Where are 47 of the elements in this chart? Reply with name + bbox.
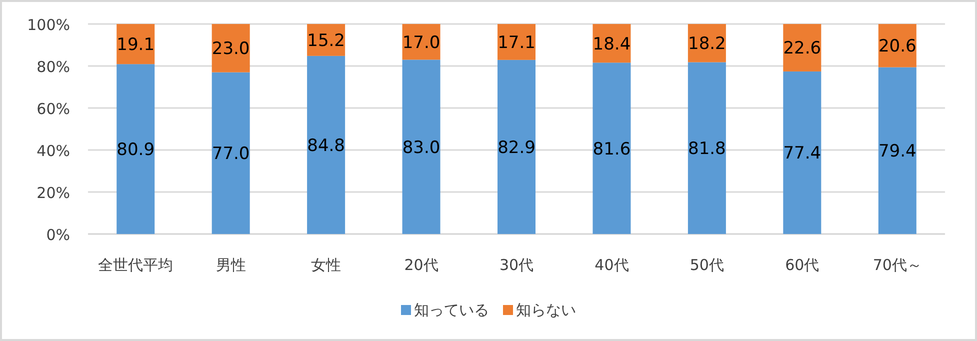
- data-label: 20.6: [878, 36, 916, 57]
- x-tick-label: 女性: [311, 256, 342, 274]
- data-label: 81.8: [688, 139, 726, 160]
- data-label: 15.2: [307, 30, 345, 51]
- x-tick-label: 男性: [216, 256, 246, 274]
- data-label: 19.1: [116, 35, 155, 56]
- bar: [402, 60, 440, 234]
- data-label: 77.0: [212, 144, 250, 164]
- y-tick-label: 0%: [46, 226, 70, 244]
- bar: [878, 67, 916, 234]
- x-tick-label: 60代: [785, 256, 820, 274]
- data-label: 80.9: [116, 140, 155, 160]
- x-tick-label: 70代～: [872, 256, 922, 274]
- bar: [116, 64, 155, 234]
- x-tick-label: 30代: [499, 256, 534, 274]
- bar: [212, 24, 250, 72]
- legend-label: 知っている: [414, 301, 489, 319]
- data-label: 84.8: [307, 136, 345, 156]
- data-label: 82.9: [498, 138, 536, 158]
- data-label: 23.0: [212, 39, 250, 60]
- bar: [498, 24, 536, 60]
- data-label: 18.2: [688, 34, 726, 54]
- x-tick-label: 20代: [404, 256, 438, 274]
- bar: [783, 71, 822, 234]
- bar: [498, 60, 536, 234]
- y-tick-label: 80%: [36, 58, 70, 76]
- x-tick-label: 全世代平均: [98, 256, 174, 274]
- y-tick-label: 40%: [36, 142, 70, 160]
- data-label: 81.6: [592, 139, 631, 160]
- data-label: 22.6: [783, 38, 822, 59]
- y-tick-label: 60%: [36, 100, 70, 118]
- bar: [212, 72, 250, 234]
- y-tick-label: 20%: [36, 184, 70, 202]
- bar: [307, 56, 346, 234]
- bar: [688, 62, 726, 234]
- data-label: 17.1: [498, 32, 536, 53]
- bar: [783, 24, 822, 72]
- x-tick-label: 50代: [690, 256, 724, 274]
- data-label: 83.0: [402, 138, 440, 158]
- data-label: 17.0: [402, 32, 440, 53]
- data-label: 77.4: [783, 144, 822, 164]
- y-tick-label: 100%: [27, 16, 70, 34]
- data-label: 18.4: [592, 34, 631, 54]
- x-tick-label: 40代: [594, 256, 629, 274]
- legend-label: 知らない: [516, 301, 576, 319]
- data-label: 79.4: [878, 142, 916, 162]
- bar: [592, 62, 631, 234]
